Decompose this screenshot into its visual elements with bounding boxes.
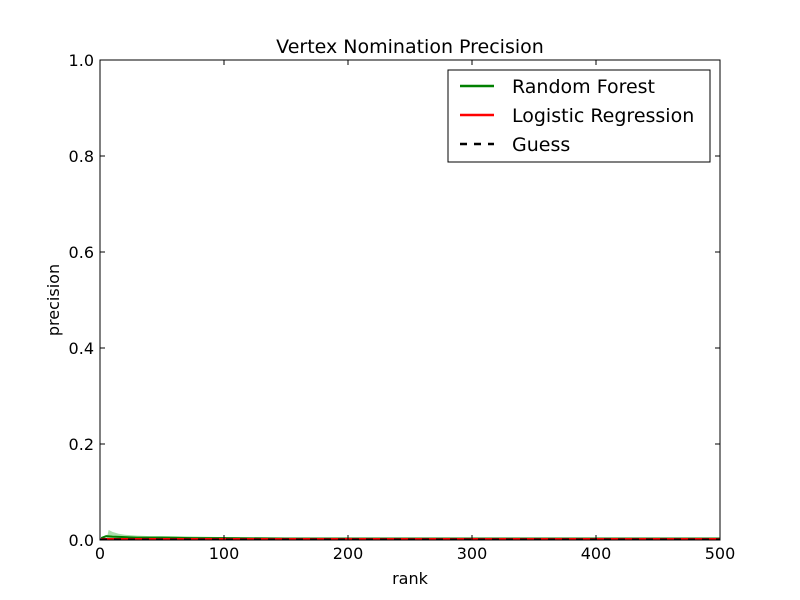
y-tick-label: 0.6 [69,243,94,262]
x-tick-label: 500 [705,544,736,563]
legend: Random Forest Logistic Regression Guess [447,69,711,163]
legend-label-guess: Guess [512,134,570,156]
x-tick-label: 300 [457,544,488,563]
x-axis-label: rank [392,569,429,588]
x-tick-label: 200 [333,544,364,563]
y-tick-label: 0.4 [69,339,94,358]
legend-label-random-forest: Random Forest [512,76,655,98]
y-tick-label: 0.0 [69,531,94,550]
y-tick-label: 1.0 [69,51,94,70]
tick-layer: 0 100 200 300 400 500 0.0 0.2 0.4 0.6 0.8 1.0 [69,51,736,563]
plot-frame [99,59,721,541]
y-tick-label: 0.8 [69,147,94,166]
y-axis-label: precision [44,264,63,336]
x-tick-label: 0 [95,544,105,563]
legend-label-logistic-regression: Logistic Regression [512,105,694,127]
chart-title: Vertex Nomination Precision [276,36,544,58]
x-tick-label: 400 [581,544,612,563]
y-tick-label: 0.2 [69,435,94,454]
x-tick-label: 100 [209,544,240,563]
